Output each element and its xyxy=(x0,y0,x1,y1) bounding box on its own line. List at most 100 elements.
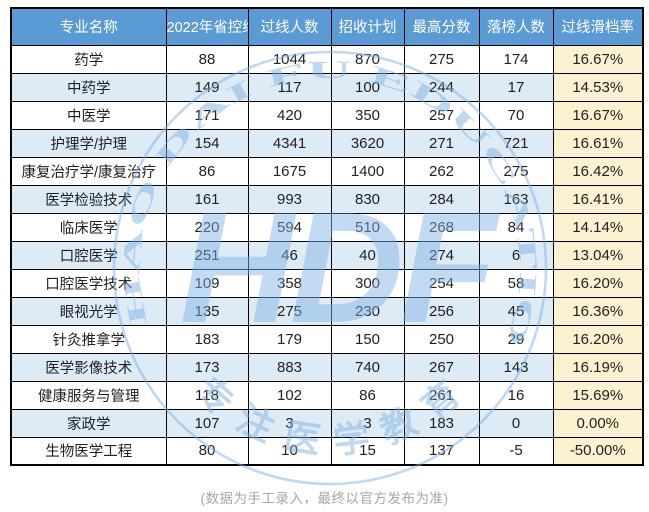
value-cell: 173 xyxy=(165,352,249,382)
major-name-cell: 生物医学工程 xyxy=(10,436,167,466)
value-cell: 300 xyxy=(330,268,405,298)
value-cell: 220 xyxy=(165,212,249,242)
major-name-cell: 健康服务与管理 xyxy=(10,380,167,410)
value-cell: 594 xyxy=(247,212,332,242)
value-cell: 84 xyxy=(478,212,554,242)
table-row: 临床医学 220 594 510 268 84 14.14% xyxy=(10,212,644,242)
value-cell: 1675 xyxy=(247,156,332,186)
major-name-cell: 药学 xyxy=(10,44,167,74)
value-cell: 1044 xyxy=(247,44,332,74)
value-cell: 4341 xyxy=(247,128,332,158)
value-cell: 118 xyxy=(165,380,249,410)
value-cell: 70 xyxy=(478,100,554,130)
value-cell: 271 xyxy=(403,128,480,158)
value-cell: 29 xyxy=(478,324,554,354)
value-cell: 183 xyxy=(403,408,480,438)
value-cell: 80 xyxy=(165,436,249,466)
slip-rate-cell: 16.19% xyxy=(552,352,644,382)
value-cell: 149 xyxy=(165,72,249,102)
value-cell: 86 xyxy=(165,156,249,186)
value-cell: 275 xyxy=(478,156,554,186)
value-cell: 993 xyxy=(247,184,332,214)
value-cell: 230 xyxy=(330,296,405,326)
value-cell: 10 xyxy=(247,436,332,466)
slip-rate-cell: -50.00% xyxy=(552,436,644,466)
value-cell: 254 xyxy=(403,268,480,298)
table-row: 医学影像技术 173 883 740 267 143 16.19% xyxy=(10,352,644,382)
table-row: 康复治疗学/康复治疗 86 1675 1400 262 275 16.42% xyxy=(10,156,644,186)
value-cell: 274 xyxy=(403,240,480,270)
value-cell: 251 xyxy=(165,240,249,270)
value-cell: 244 xyxy=(403,72,480,102)
value-cell: 510 xyxy=(330,212,405,242)
slip-rate-cell: 16.41% xyxy=(552,184,644,214)
value-cell: 58 xyxy=(478,268,554,298)
slip-rate-cell: 14.14% xyxy=(552,212,644,242)
slip-rate-cell: 16.61% xyxy=(552,128,644,158)
table-row: 药学 88 1044 870 275 174 16.67% xyxy=(10,44,644,74)
major-name-cell: 康复治疗学/康复治疗 xyxy=(10,156,167,186)
value-cell: 830 xyxy=(330,184,405,214)
slip-rate-cell: 16.36% xyxy=(552,296,644,326)
value-cell: 262 xyxy=(403,156,480,186)
value-cell: 268 xyxy=(403,212,480,242)
value-cell: 100 xyxy=(330,72,405,102)
value-cell: 88 xyxy=(165,44,249,74)
value-cell: 86 xyxy=(330,380,405,410)
value-cell: 135 xyxy=(165,296,249,326)
value-cell: 883 xyxy=(247,352,332,382)
major-name-cell: 护理学/护理 xyxy=(10,128,167,158)
major-name-cell: 家政学 xyxy=(10,408,167,438)
value-cell: 721 xyxy=(478,128,554,158)
slip-rate-cell: 16.67% xyxy=(552,44,644,74)
major-name-cell: 医学检验技术 xyxy=(10,184,167,214)
value-cell: 161 xyxy=(165,184,249,214)
value-cell: 261 xyxy=(403,380,480,410)
value-cell: 350 xyxy=(330,100,405,130)
value-cell: 150 xyxy=(330,324,405,354)
major-name-cell: 口腔医学 xyxy=(10,240,167,270)
data-source-note: (数据为手工录入，最终以官方发布为准) xyxy=(200,491,449,506)
column-header-max-score: 最高分数 xyxy=(403,7,480,46)
value-cell: 275 xyxy=(403,44,480,74)
value-cell: 143 xyxy=(478,352,554,382)
value-cell: 109 xyxy=(165,268,249,298)
value-cell: 40 xyxy=(330,240,405,270)
table-row: 生物医学工程 80 10 15 137 -5 -50.00% xyxy=(10,436,644,466)
slip-rate-cell: 16.20% xyxy=(552,324,644,354)
table-row: 口腔医学 251 46 40 274 6 13.04% xyxy=(10,240,644,270)
table-row: 健康服务与管理 118 102 86 261 16 15.69% xyxy=(10,380,644,410)
slip-rate-cell: 16.67% xyxy=(552,100,644,130)
table-row: 中药学 149 117 100 244 17 14.53% xyxy=(10,72,644,102)
value-cell: 15 xyxy=(330,436,405,466)
value-cell: 17 xyxy=(478,72,554,102)
admission-table: 专业名称 2022年省控线 过线人数 招收计划 最高分数 落榜人数 过线滑档率 … xyxy=(10,7,644,466)
column-header-major: 专业名称 xyxy=(10,7,167,46)
major-name-cell: 临床医学 xyxy=(10,212,167,242)
major-name-cell: 口腔医学技术 xyxy=(10,268,167,298)
header-row: 专业名称 2022年省控线 过线人数 招收计划 最高分数 落榜人数 过线滑档率 xyxy=(10,7,644,46)
column-header-slip-rate: 过线滑档率 xyxy=(552,7,644,46)
value-cell: 171 xyxy=(165,100,249,130)
slip-rate-cell: 16.20% xyxy=(552,268,644,298)
column-header-plan: 招收计划 xyxy=(330,7,405,46)
table-header: 专业名称 2022年省控线 过线人数 招收计划 最高分数 落榜人数 过线滑档率 xyxy=(10,7,644,46)
value-cell: 174 xyxy=(478,44,554,74)
column-header-failed-count: 落榜人数 xyxy=(478,7,554,46)
slip-rate-cell: 13.04% xyxy=(552,240,644,270)
value-cell: 0 xyxy=(478,408,554,438)
value-cell: 163 xyxy=(478,184,554,214)
value-cell: 46 xyxy=(247,240,332,270)
value-cell: 183 xyxy=(165,324,249,354)
value-cell: 740 xyxy=(330,352,405,382)
value-cell: 358 xyxy=(247,268,332,298)
value-cell: 154 xyxy=(165,128,249,158)
major-name-cell: 中医学 xyxy=(10,100,167,130)
value-cell: 117 xyxy=(247,72,332,102)
value-cell: 3620 xyxy=(330,128,405,158)
value-cell: 3 xyxy=(330,408,405,438)
slip-rate-cell: 14.53% xyxy=(552,72,644,102)
major-name-cell: 针灸推拿学 xyxy=(10,324,167,354)
major-name-cell: 医学影像技术 xyxy=(10,352,167,382)
